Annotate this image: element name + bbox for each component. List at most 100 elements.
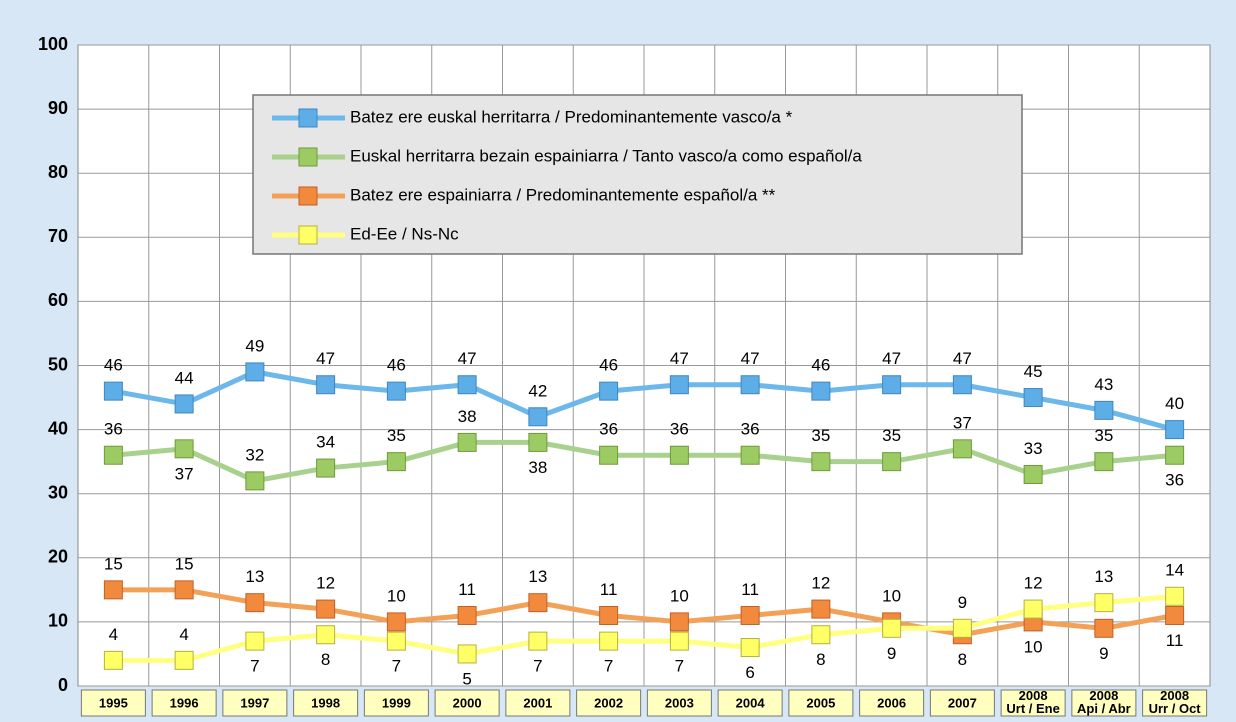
y-tick-label: 0 (58, 675, 68, 695)
point-marker (103, 580, 123, 600)
data-label: 4 (109, 625, 118, 644)
point-marker (316, 458, 336, 478)
point-marker (457, 605, 477, 625)
data-label: 4 (179, 625, 188, 644)
x-tick: 2008 Urt / Ene (1000, 688, 1066, 717)
x-tick-label: 1995 (99, 695, 128, 710)
data-label: 46 (387, 356, 406, 375)
x-tick-label: 2005 (806, 695, 835, 710)
data-label: 11 (1166, 631, 1184, 650)
y-tick-label: 60 (48, 290, 68, 310)
x-tick: 2005 (788, 689, 854, 717)
lines (103, 362, 1185, 670)
point-marker (740, 605, 760, 625)
point-marker (811, 599, 831, 619)
x-tick-box (505, 689, 571, 717)
x-tick-label: 1998 (311, 695, 340, 710)
data-label: 32 (245, 445, 264, 464)
point-marker (740, 445, 760, 465)
point-marker (457, 375, 477, 395)
point-marker (882, 618, 902, 638)
point-marker (103, 445, 123, 465)
y-tick-label: 50 (48, 354, 68, 374)
x-tick: 2003 (646, 689, 712, 717)
point-marker (669, 612, 689, 632)
data-label: 40 (1165, 394, 1184, 413)
point-marker (811, 381, 831, 401)
series-line (112, 369, 1176, 433)
point-marker (1165, 420, 1185, 440)
x-tick-box (80, 689, 146, 717)
data-label: 15 (175, 554, 194, 573)
legend-marker (298, 108, 318, 128)
data-label: 35 (1094, 426, 1113, 445)
point-marker (599, 381, 619, 401)
y-tick-label: 30 (48, 482, 68, 502)
legend-marker (298, 225, 318, 245)
point-marker (316, 375, 336, 395)
point-marker (245, 471, 265, 491)
point-marker (952, 375, 972, 395)
legend-label: Ed-Ee / Ns-Nc (350, 224, 459, 243)
data-label: 8 (816, 650, 825, 669)
point-marker (599, 445, 619, 465)
data-label: 43 (1094, 375, 1113, 394)
point-marker (245, 362, 265, 382)
y-tick-label: 100 (38, 34, 68, 54)
data-label: 14 (1165, 561, 1184, 580)
point-marker (457, 644, 477, 664)
point-marker (174, 394, 194, 414)
point-marker (740, 375, 760, 395)
data-label: 13 (1094, 567, 1113, 586)
point-marker (952, 439, 972, 459)
x-tick: 1998 (293, 689, 359, 717)
x-tick-box (1000, 689, 1066, 717)
x-tick-box (293, 689, 359, 717)
x-tick: 1997 (222, 689, 288, 717)
point-marker (1094, 618, 1114, 638)
point-marker (174, 439, 194, 459)
x-tick-box (576, 689, 642, 717)
x-tick-box (363, 689, 429, 717)
x-tick: 2006 (859, 689, 925, 717)
data-label: 44 (175, 368, 194, 387)
x-tick-label: 2007 (948, 695, 977, 710)
x-tick-label: 2008 Urt / Ene (1006, 688, 1059, 716)
data-label: 47 (316, 349, 335, 368)
y-tick-label: 40 (48, 418, 68, 438)
legend-marker (298, 186, 318, 206)
data-label: 11 (600, 580, 618, 599)
data-label: 46 (811, 356, 830, 375)
x-tick-label: 2006 (877, 695, 906, 710)
y-tick-label: 70 (48, 226, 68, 246)
data-label: 46 (104, 356, 123, 375)
point-marker (1023, 464, 1043, 484)
data-label: 36 (741, 420, 760, 439)
x-tick-label: 1999 (382, 695, 411, 710)
point-marker (882, 452, 902, 472)
point-marker (1165, 605, 1185, 625)
x-tick-box (1071, 689, 1137, 717)
y-tick-label: 10 (48, 611, 68, 631)
data-label: 47 (458, 349, 477, 368)
data-label: 15 (104, 554, 123, 573)
point-marker (1094, 593, 1114, 613)
point-marker (1023, 388, 1043, 408)
data-label: 10 (882, 586, 901, 605)
x-tick-label: 2008 Urr / Oct (1149, 688, 1202, 716)
y-tick-label: 20 (48, 547, 68, 567)
point-marker (386, 612, 406, 632)
point-marker (386, 631, 406, 651)
x-tick-box (717, 689, 783, 717)
data-label: 47 (882, 349, 901, 368)
x-tick: 1995 (80, 689, 146, 717)
data-label: 8 (958, 650, 967, 669)
legend: Batez ere euskal herritarra / Predominan… (252, 94, 1023, 255)
point-marker (669, 631, 689, 651)
x-tick-label: 2001 (523, 695, 552, 710)
x-tick-box (1142, 689, 1208, 717)
point-marker (103, 650, 123, 670)
data-label: 13 (528, 567, 547, 586)
x-tick: 2000 (434, 689, 500, 717)
